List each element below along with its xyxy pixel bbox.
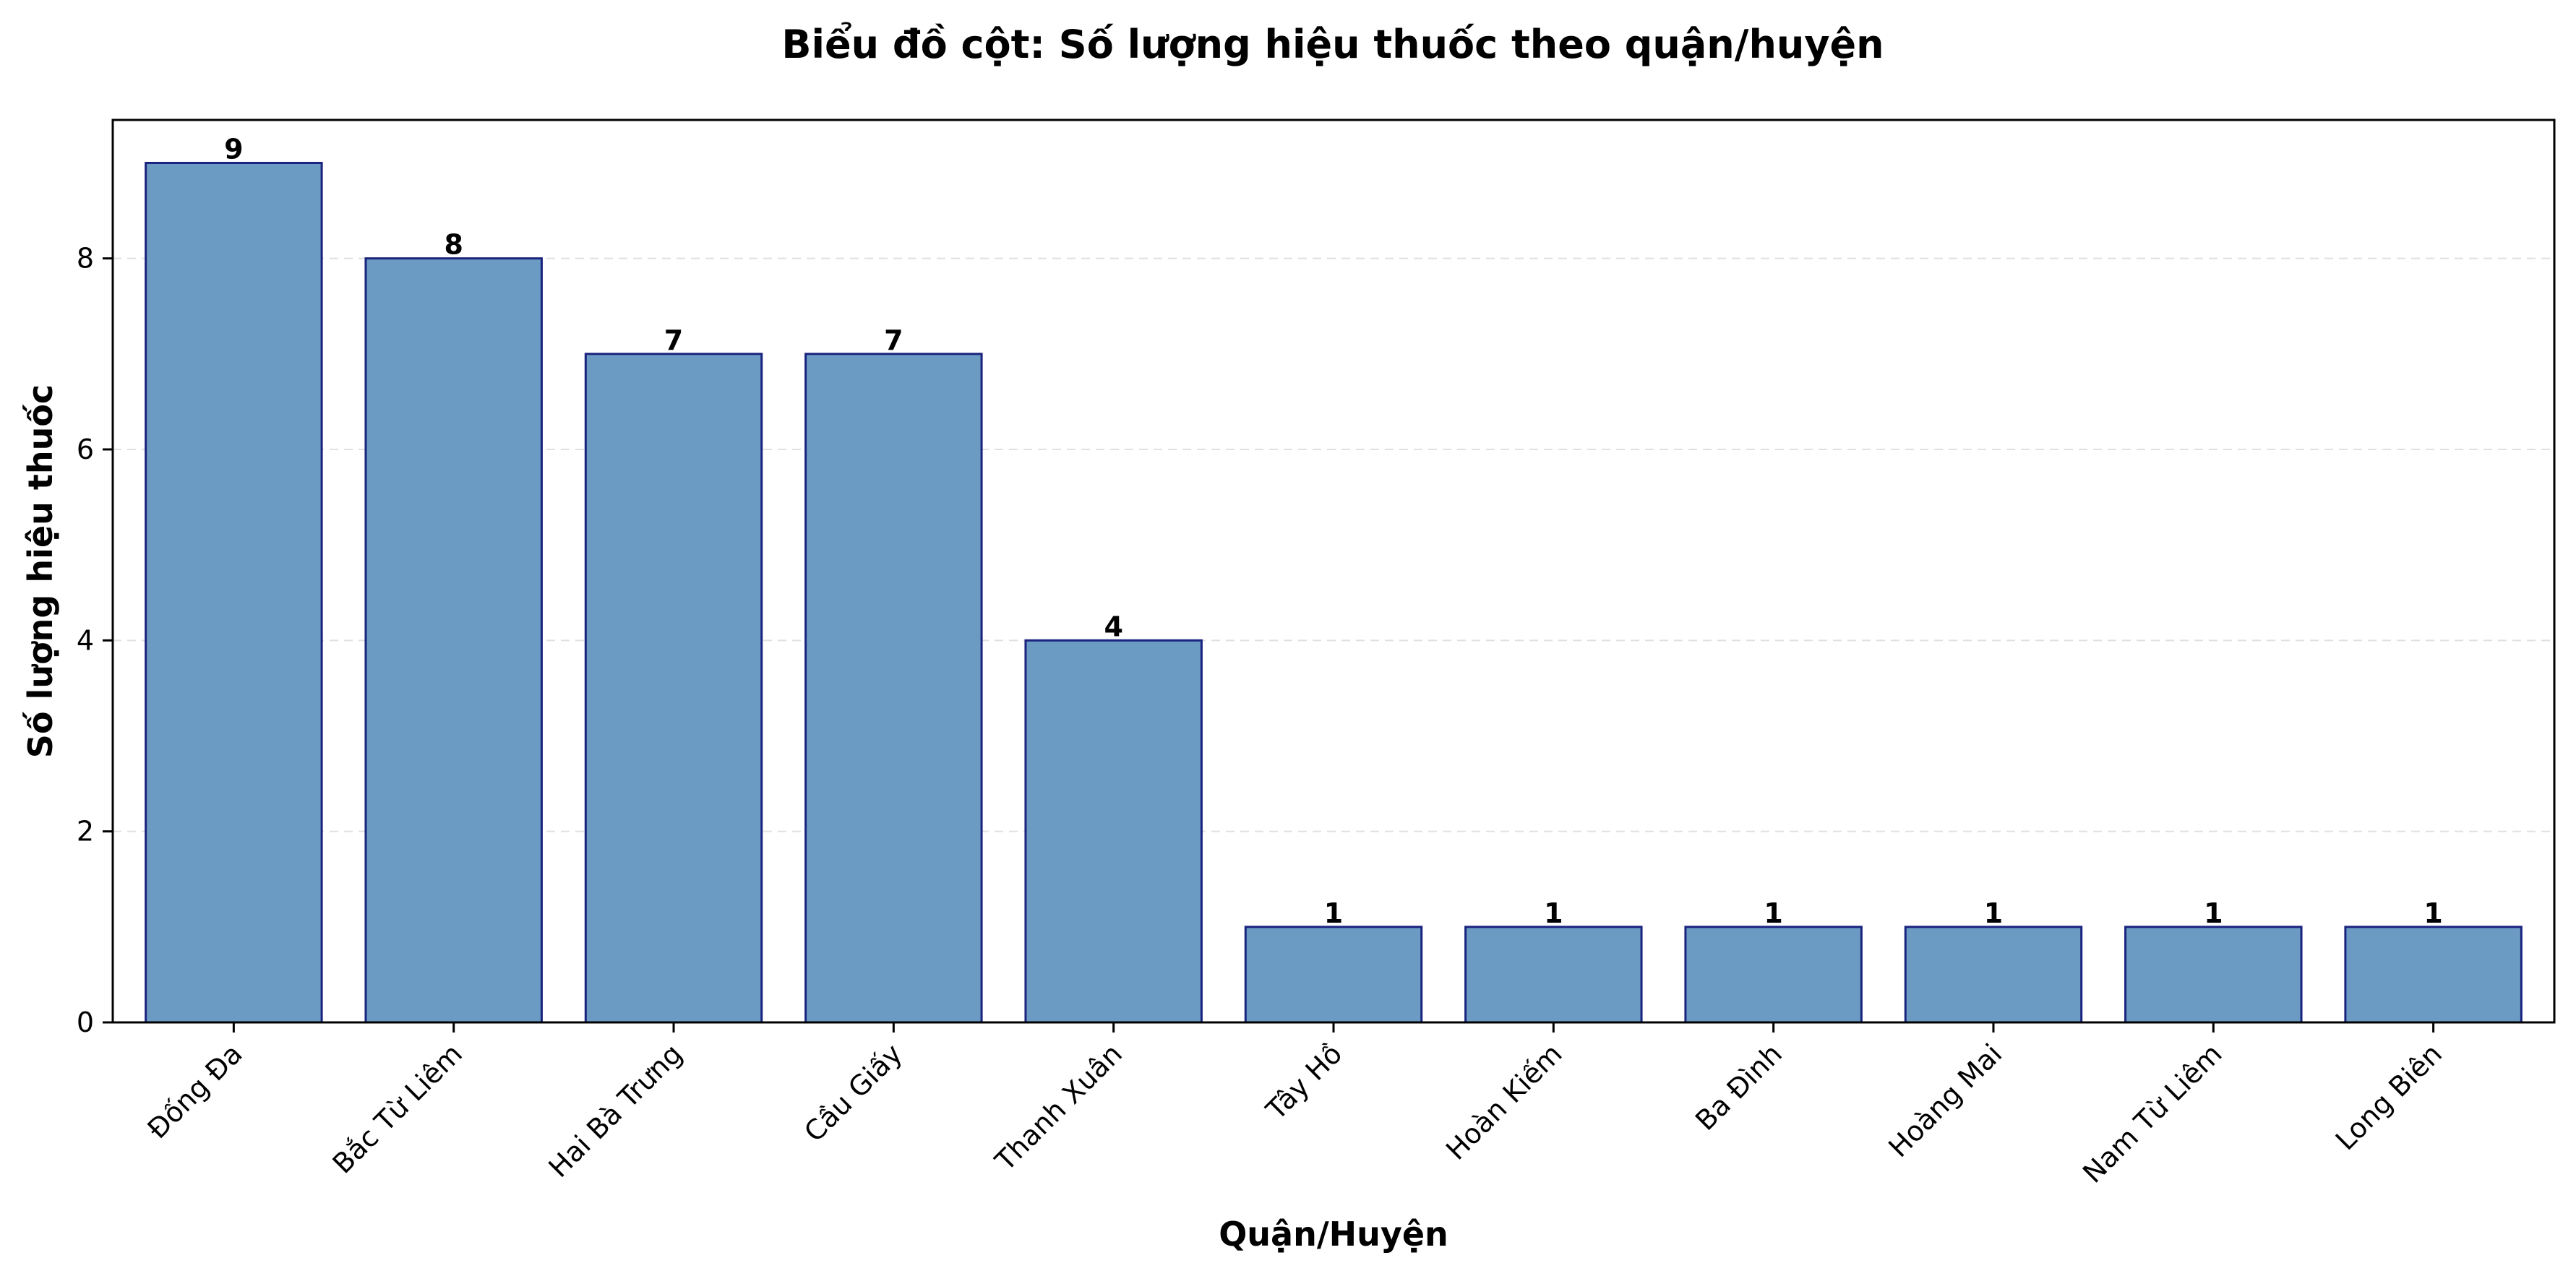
y-tick-label: 6	[77, 434, 94, 465]
x-axis: Đống Đa Bắc Từ Liêm Hai Bà Trưng Cầu Giấy Th…	[141, 1022, 2448, 1189]
y-tick-label: 4	[77, 624, 94, 656]
bar-value-label: 1	[1764, 897, 1782, 929]
y-tick-label: 0	[77, 1006, 94, 1038]
bar-value-label: 1	[1324, 897, 1343, 929]
x-tick-label: Long Biên	[2330, 1038, 2448, 1156]
x-tick-label: Nam Từ Liêm	[2077, 1038, 2228, 1189]
x-tick-label: Hoàn Kiếm	[1440, 1038, 1568, 1166]
y-axis: 0 2 4 6 8	[77, 243, 113, 1038]
bar-value-label: 1	[2204, 897, 2223, 929]
bar	[145, 161, 323, 1024]
bar-value-label: 1	[1544, 897, 1563, 929]
bar-value-label: 7	[884, 324, 903, 356]
x-tick-label: Tây Hồ	[1260, 1038, 1349, 1126]
bar	[1024, 639, 1203, 1024]
bar	[2344, 926, 2523, 1024]
bar-value-label: 1	[2423, 897, 2442, 929]
bar	[1464, 926, 1643, 1024]
x-tick-label: Hai Bà Trưng	[543, 1038, 689, 1184]
chart-title: Biểu đồ cột: Số lượng hiệu thuốc theo qu…	[781, 22, 1884, 67]
x-tick-label: Bắc Từ Liêm	[327, 1038, 468, 1179]
y-tick-label: 2	[77, 816, 94, 848]
x-tick-label: Hoàng Mai	[1882, 1038, 2008, 1163]
bar-value-label: 4	[1104, 611, 1122, 642]
bars	[145, 161, 2523, 1024]
bar	[1684, 926, 1863, 1024]
bar	[1244, 926, 1423, 1024]
y-tick-label: 8	[77, 243, 94, 275]
bar-data-labels: 9 8 7 7 4 1 1 1 1 1 1	[224, 133, 2443, 928]
bar-value-label: 8	[444, 229, 463, 261]
bar	[1904, 926, 2083, 1024]
bar	[804, 353, 983, 1024]
bar	[364, 257, 543, 1024]
bar	[2124, 926, 2303, 1024]
x-tick-label: Thanh Xuân	[989, 1038, 1128, 1177]
x-tick-label: Cầu Giấy	[798, 1038, 909, 1148]
x-tick-label: Đống Đa	[141, 1038, 248, 1144]
bar-value-label: 1	[1984, 897, 2003, 929]
y-axis-label: Số lượng hiệu thuốc	[21, 384, 60, 758]
x-tick-label: Ba Đình	[1689, 1038, 1788, 1137]
bar-value-label: 9	[224, 133, 243, 165]
bar-value-label: 7	[664, 324, 683, 356]
x-axis-label: Quận/Huyện	[1219, 1215, 1448, 1254]
bar	[584, 353, 763, 1024]
